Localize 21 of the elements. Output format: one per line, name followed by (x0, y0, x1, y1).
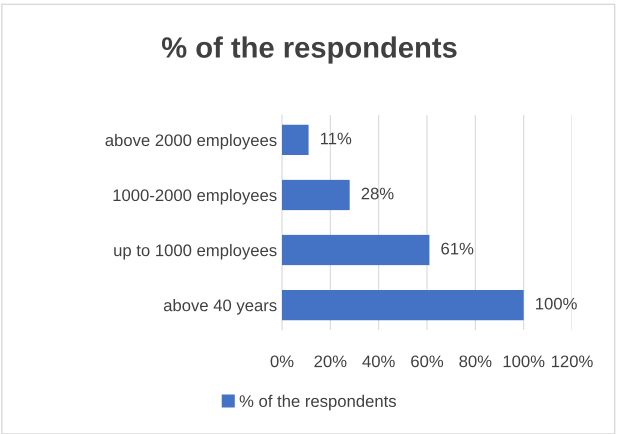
y-tick-label: up to 1000 employees (114, 244, 277, 260)
x-tick-label: 40% (362, 355, 395, 368)
chart-title: % of the respondents (162, 36, 457, 64)
x-tick-label: 0% (270, 355, 294, 368)
y-tick-label: 1000-2000 employees (113, 188, 277, 204)
y-tick-label: above 40 years (164, 299, 277, 315)
bar (282, 290, 524, 320)
data-label: 61% (441, 242, 474, 255)
legend-label: % of the respondents (240, 394, 396, 410)
x-tick-label: 60% (411, 355, 444, 368)
y-tick-label: above 2000 employees (106, 134, 277, 150)
x-tick-label: 80% (459, 355, 492, 368)
bar (282, 124, 309, 156)
x-tick-label: 100% (504, 355, 544, 368)
bar (282, 234, 430, 266)
bar (282, 180, 350, 210)
data-label: 28% (362, 188, 394, 200)
x-tick-label: 120% (552, 355, 593, 368)
x-tick-label: 20% (314, 355, 346, 368)
data-label: 100% (536, 298, 577, 310)
data-label: 11% (320, 132, 352, 144)
